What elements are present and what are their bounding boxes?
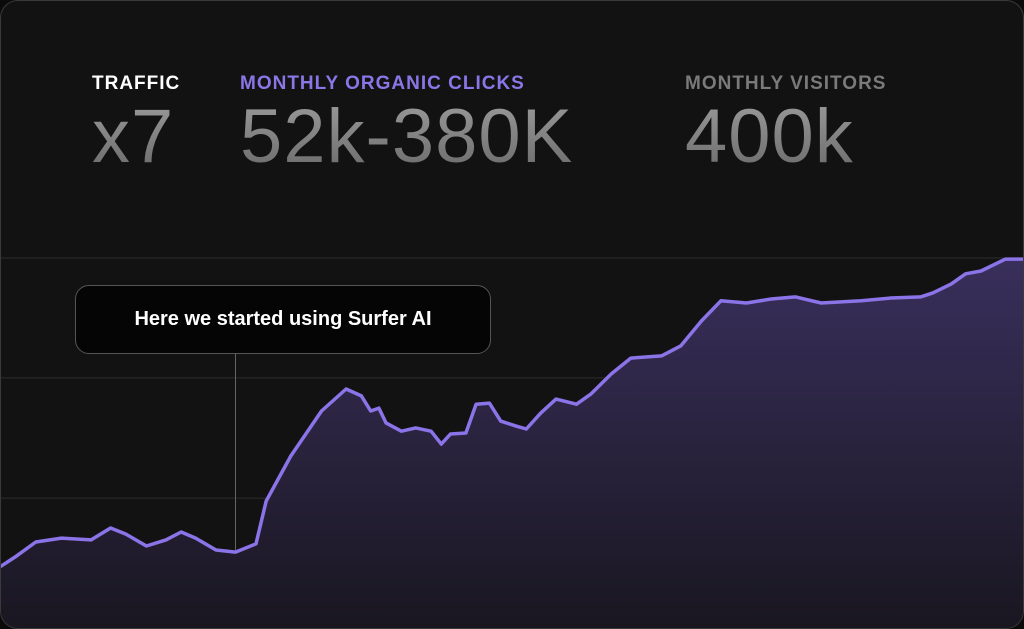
stat-value: 52k-380K: [240, 94, 574, 179]
stat-value: x7: [92, 99, 180, 175]
stat-label: MONTHLY VISITORS: [685, 73, 887, 94]
annotation-callout: Here we started using Surfer AI: [75, 285, 491, 354]
stat-traffic: TRAFFIC x7: [92, 73, 180, 175]
stat-monthly-visitors: MONTHLY VISITORS 400k: [685, 73, 886, 175]
series-line: [1, 257, 1023, 568]
area-fill: [1, 259, 1023, 628]
stat-label: TRAFFIC: [92, 73, 181, 94]
stat-value: 400k: [685, 99, 886, 175]
stat-label: MONTHLY ORGANIC CLICKS: [240, 73, 525, 94]
stat-monthly-organic-clicks: MONTHLY ORGANIC CLICKS 52k-380K: [240, 73, 573, 175]
